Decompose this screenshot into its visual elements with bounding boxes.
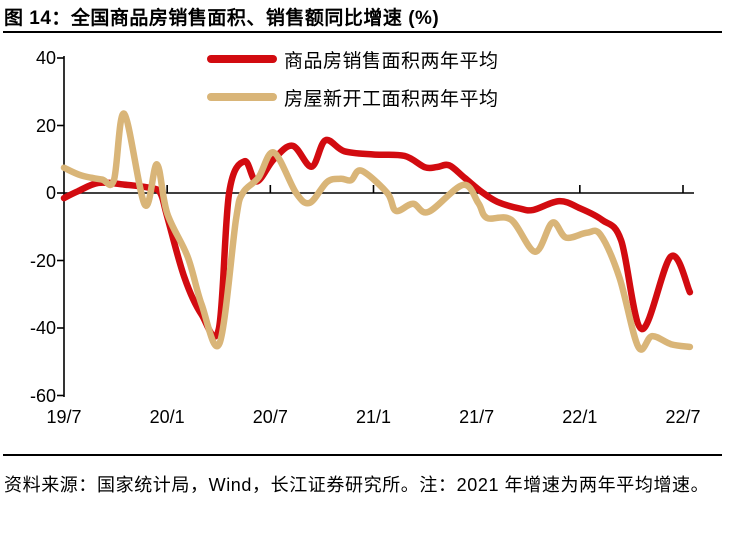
chart-title: 图 14：全国商品房销售面积、销售额同比增速 (%) — [4, 8, 440, 29]
legend-label-sales-area: 商品房销售面积两年平均 — [284, 50, 499, 72]
x-axis-label: 22/1 — [562, 407, 598, 427]
title-divider — [3, 31, 722, 33]
y-axis-label: -40 — [29, 318, 56, 338]
x-axis-label: 21/7 — [459, 407, 495, 427]
legend-item-sales-area: 商品房销售面积两年平均 — [207, 40, 499, 78]
legend-label-new-starts: 房屋新开工面积两年平均 — [284, 88, 499, 110]
series-line-new-starts — [60, 110, 694, 353]
source-note: 资料来源：国家统计局，Wind，长江证券研究所。注：2021 年增速为两年平均增… — [4, 475, 710, 495]
x-axis-label: 20/1 — [149, 407, 185, 427]
y-axis-label: -20 — [29, 250, 56, 271]
y-axis-label: 40 — [35, 48, 56, 68]
legend-swatch-tan — [207, 93, 277, 101]
legend: 商品房销售面积两年平均 房屋新开工面积两年平均 — [207, 40, 499, 116]
y-axis-label: -60 — [29, 385, 56, 406]
x-axis-label: 21/1 — [355, 407, 392, 427]
x-axis-label: 20/7 — [252, 407, 288, 427]
y-axis-label: 20 — [35, 115, 56, 136]
legend-item-new-starts: 房屋新开工面积两年平均 — [207, 78, 499, 116]
legend-swatch-red — [207, 55, 277, 63]
y-axis-label: 0 — [45, 183, 56, 203]
x-axis-label: 19/7 — [46, 407, 82, 427]
footer-divider — [3, 454, 722, 456]
x-axis-label: 22/7 — [665, 407, 701, 427]
